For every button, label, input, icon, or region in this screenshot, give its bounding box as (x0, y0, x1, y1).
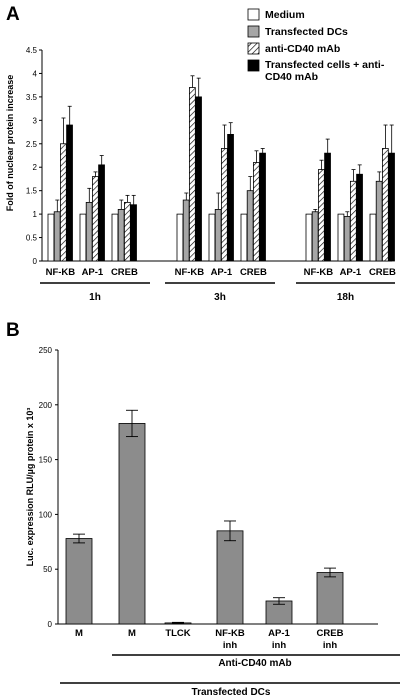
legend-label-combo-line1: Transfected cells + anti- (265, 59, 385, 71)
panel-a-y-tick-label: 3 (33, 116, 38, 125)
panel-a-y-tick-label: 3.5 (26, 93, 38, 102)
bar-medium-1 (79, 213, 87, 262)
panel-b-y-tick-label: 200 (39, 401, 53, 410)
bar-transfected-cells-anti-cd40-mab-6 (324, 152, 331, 262)
bar-transfected-dcs-7 (343, 216, 351, 262)
panel-b-category-label-1: M (128, 628, 136, 639)
panel-a-y-axis-label: Fold of nuclear protein increase (5, 75, 15, 212)
bar-transfected-cells-anti-cd40-mab-3 (195, 96, 202, 262)
legend-swatch-medium (247, 8, 260, 21)
panel-b-y-axis-label: Luc. expression RLU/µg protein x 10³ (25, 408, 35, 567)
panel-a-plot: 0 0.5 1 1.5 2 2.5 3 3.5 4 4.5 NF-KB AP-1 CREB NF-KB AP… (26, 46, 396, 303)
bar-anti-cd40-mab-3 (188, 87, 196, 262)
bar-transfected-cells-anti-cd40-mab-1 (98, 164, 105, 262)
panel-a-legend: Medium Transfected DCs anti-CD40 mAb Tra… (247, 8, 385, 83)
legend-label-combo-line2: CD40 mAb (265, 71, 318, 83)
bar-transfected-dcs-5 (246, 190, 254, 262)
bar-anti-cd40-mab-2 (124, 201, 131, 262)
panel-a-letter: A (6, 4, 20, 25)
panel-b-category-sublabel-3: inh (223, 640, 237, 651)
legend-label-medium: Medium (265, 9, 305, 21)
bar-medium-0 (47, 213, 55, 262)
bar-transfected-dcs-4 (214, 209, 222, 262)
bar-medium-5 (240, 213, 248, 262)
panel-a-category-label-3: NF-KB (175, 267, 205, 278)
bar-transfected-cells-anti-cd40-mab-7 (356, 173, 363, 262)
panel-a-y-tick-label: 1 (33, 210, 38, 219)
panel-a-category-label-1: AP-1 (82, 267, 104, 278)
panel-b-bar-3 (216, 530, 244, 625)
panel-a-category-label-2: CREB (111, 267, 138, 278)
panel-a-y-tick-label: 1.5 (26, 187, 38, 196)
panel-b-category-label-5: CREB (317, 628, 344, 639)
bar-medium-2 (111, 213, 119, 262)
panel-a-group-label-2: 18h (337, 292, 354, 303)
bar-anti-cd40-mab-1 (92, 176, 99, 262)
bar-anti-cd40-mab-6 (317, 169, 325, 262)
panel-b-category-label-3: NF-KB (215, 628, 245, 639)
legend-label-transfected: Transfected DCs (265, 26, 348, 38)
bar-medium-6 (305, 213, 313, 262)
panel-b-y-tick-label: 100 (39, 510, 53, 519)
bar-medium-3 (176, 213, 184, 262)
panel-b-y-tick-label: 50 (43, 565, 52, 574)
legend-swatch-combo (247, 59, 260, 72)
panel-b-category-label-2: TLCK (165, 628, 190, 639)
bar-transfected-cells-anti-cd40-mab-0 (66, 124, 73, 262)
panel-a-y-tick-label: 4.5 (26, 46, 38, 55)
panel-b-bottom-label: Transfected DCs (192, 687, 271, 698)
legend-swatch-anti-cd40 (247, 42, 260, 55)
panel-a-category-label-0: NF-KB (46, 267, 76, 278)
bar-transfected-dcs-3 (182, 199, 190, 262)
bar-medium-8 (369, 213, 377, 262)
panel-b-letter: B (6, 320, 20, 341)
panel-b-y-tick-label: 150 (39, 456, 53, 465)
bar-anti-cd40-mab-7 (349, 180, 357, 262)
bar-transfected-dcs-0 (53, 211, 61, 262)
bar-transfected-dcs-6 (311, 211, 319, 262)
legend-swatch-transfected (247, 25, 260, 38)
panel-b-category-sublabel-5: inh (323, 640, 337, 651)
bar-transfected-dcs-8 (375, 180, 383, 262)
panel-a-category-label-6: NF-KB (304, 267, 334, 278)
bar-medium-4 (208, 213, 216, 262)
panel-b-category-label-0: M (75, 628, 83, 639)
bar-transfected-cells-anti-cd40-mab-4 (227, 133, 234, 262)
panel-a-category-label-7: AP-1 (340, 267, 362, 278)
panel-b-y-tick-label: 0 (48, 620, 53, 629)
panel-a-category-label-5: CREB (240, 267, 267, 278)
panel-a-y-tick-label: 2.5 (26, 140, 38, 149)
panel-a-category-label-8: CREB (369, 267, 396, 278)
bar-transfected-cells-anti-cd40-mab-5 (259, 152, 266, 262)
panel-b-y-tick-label: 250 (39, 346, 53, 355)
bar-anti-cd40-mab-0 (60, 143, 67, 262)
panel-b-category-label-4: AP-1 (268, 628, 290, 639)
panel-a-category-label-4: AP-1 (211, 267, 233, 278)
bar-transfected-dcs-2 (117, 209, 125, 262)
bar-medium-7 (337, 213, 345, 262)
bar-anti-cd40-mab-5 (252, 162, 260, 262)
legend-label-anti-cd40: anti-CD40 mAb (265, 43, 340, 55)
panel-b-category-sublabel-4: inh (272, 640, 286, 651)
panel-b-bar-1 (118, 423, 146, 625)
bar-transfected-cells-anti-cd40-mab-2 (130, 204, 137, 262)
bar-transfected-cells-anti-cd40-mab-8 (388, 152, 395, 262)
panel-a-y-tick-label: 2 (33, 163, 38, 172)
panel-a-y-tick-label: 4 (33, 69, 38, 78)
bar-anti-cd40-mab-4 (220, 148, 228, 262)
panel-a-y-tick-label: 0 (33, 257, 38, 266)
panel-b-bar-0 (65, 538, 93, 625)
panel-b-bar-5 (316, 572, 344, 625)
panel-a-group-label-0: 1h (89, 292, 101, 303)
panel-a-group-label-1: 3h (214, 292, 226, 303)
bar-transfected-dcs-1 (85, 201, 93, 262)
panel-a-y-tick-label: 0.5 (26, 234, 38, 243)
panel-b-bracket-label: Anti-CD40 mAb (218, 658, 291, 669)
bar-anti-cd40-mab-8 (381, 148, 389, 262)
